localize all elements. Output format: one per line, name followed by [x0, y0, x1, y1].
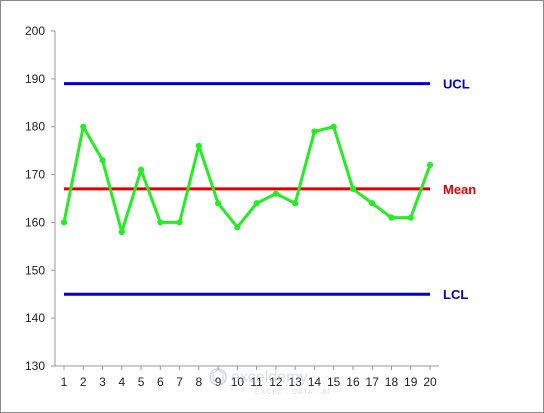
data-point: [292, 200, 299, 207]
x-tick-label: 16: [346, 375, 360, 389]
data-point: [195, 142, 202, 149]
y-tick-label: 160: [25, 215, 45, 229]
x-tick-label: 2: [80, 375, 87, 389]
data-point: [176, 219, 183, 226]
axes: [51, 30, 439, 370]
data-point: [234, 224, 241, 231]
x-tick-label: 1: [61, 375, 68, 389]
x-tick-label: 17: [366, 375, 380, 389]
data-point: [330, 123, 337, 130]
y-tick-label: 170: [25, 168, 45, 182]
y-tick-label: 190: [25, 72, 45, 86]
data-point: [407, 214, 414, 221]
y-tick-label: 140: [25, 311, 45, 325]
x-tick-label: 13: [288, 375, 302, 389]
data-point: [99, 157, 106, 164]
x-tick-label: 12: [269, 375, 283, 389]
data-series: [60, 123, 434, 236]
x-tick-label: 6: [157, 375, 164, 389]
x-tick-label: 10: [231, 375, 245, 389]
y-tick-label: 180: [25, 120, 45, 134]
x-tick-label: 7: [176, 375, 183, 389]
x-tick-label: 18: [385, 375, 399, 389]
y-tick-label: 200: [25, 24, 45, 38]
x-tick-label: 5: [138, 375, 145, 389]
x-tick-label: 3: [99, 375, 106, 389]
data-point: [253, 200, 260, 207]
x-tick-labels: 1 2 3 4 5 6 7 8 9 10 11 12 13 14 15 16 17 18 19 20: [61, 375, 437, 389]
mean-label: Mean: [443, 182, 476, 197]
x-tick-label: 9: [215, 375, 222, 389]
x-tick-label: 19: [404, 375, 418, 389]
x-tick-label: 4: [118, 375, 125, 389]
x-tick-label: 15: [327, 375, 341, 389]
watermark-tagline: EXCEL · DATA · BI: [255, 389, 331, 396]
data-point: [137, 166, 145, 173]
data-point: [426, 161, 434, 169]
watermark-name: exceldemy: [231, 369, 307, 386]
data-point: [118, 228, 125, 236]
x-tick-label: 20: [423, 375, 437, 389]
x-tick-label: 11: [250, 375, 263, 389]
series-line: [62, 125, 432, 234]
data-point: [60, 219, 68, 226]
x-tick-label: 14: [308, 375, 322, 389]
data-point: [369, 200, 376, 207]
data-point: [80, 123, 87, 130]
data-point: [311, 128, 318, 135]
data-point: [388, 214, 395, 221]
y-tick-label: 130: [25, 359, 45, 373]
y-tick-label: 150: [25, 263, 45, 277]
reference-lines: UCL Mean LCL: [64, 77, 476, 302]
watermark-logo: exceldemy EXCEL · DATA · BI: [209, 368, 331, 396]
data-point: [349, 185, 357, 193]
data-point: [272, 190, 279, 197]
lcl-label: LCL: [443, 287, 468, 302]
data-point: [157, 219, 164, 226]
data-point: [215, 200, 222, 207]
y-tick-labels: 130 140 150 160 170 180 190 200: [25, 24, 45, 373]
ucl-label: UCL: [443, 77, 470, 92]
x-tick-label: 8: [195, 375, 202, 389]
